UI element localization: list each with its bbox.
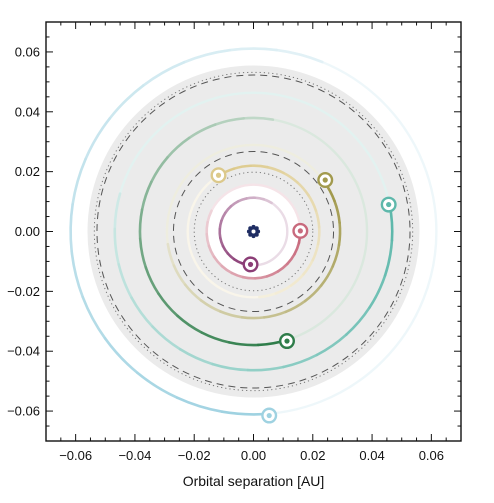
- orbit-trail-h: [175, 396, 224, 413]
- orbit-trail-b: [229, 200, 240, 208]
- orbit-trail-h: [275, 48, 324, 64]
- orbit-trail-b: [232, 257, 244, 265]
- orbit-trail-h: [141, 60, 186, 87]
- orbit-trail-b: [224, 204, 233, 215]
- orbit-trail-b: [236, 197, 248, 203]
- reference-circle-1: [193, 171, 314, 292]
- x-tick-label: 0.04: [359, 448, 384, 463]
- orbit-trail-h: [182, 48, 231, 64]
- habitable-zone-band: [87, 65, 420, 398]
- orbit-trail-h: [71, 157, 87, 206]
- x-axis-title: Orbital separation [AU]: [183, 473, 325, 489]
- orbit-trail-h: [84, 117, 111, 161]
- x-tick-label: 0.06: [419, 448, 444, 463]
- planet-c-core: [297, 228, 303, 234]
- orbit-trail-h: [108, 84, 145, 120]
- y-tick-label: 0.02: [15, 164, 40, 179]
- orbit-trail-e: [337, 221, 342, 247]
- planets-layer: [210, 167, 397, 424]
- orbit-trail-c: [241, 275, 257, 280]
- planet-e-core: [322, 177, 328, 183]
- y-tick-label: −0.04: [7, 344, 40, 359]
- orbit-trail-d: [249, 164, 269, 169]
- orbit-trail-b: [253, 196, 265, 201]
- planet-f-core: [284, 338, 290, 344]
- orbit-trail-h: [103, 337, 139, 375]
- reference-circles: [93, 71, 414, 392]
- y-tick-label: −0.02: [7, 284, 40, 299]
- star-layer: [246, 224, 261, 239]
- x-tick-label: −0.04: [118, 448, 151, 463]
- orbit-trail-h: [70, 249, 85, 299]
- orbit-trail-h: [228, 47, 278, 52]
- orbit-trail-h: [81, 295, 107, 340]
- y-tick-label: −0.06: [7, 404, 40, 419]
- orbit-trail-h: [136, 371, 179, 400]
- x-tick-label: −0.02: [178, 448, 211, 463]
- axis-ticks: −0.06 −0.04 −0.02 0.00 0.02 0.04 0.06 0.06 0.04 0…: [7, 22, 461, 463]
- orbits-layer: [69, 47, 438, 416]
- orbit-trail-b: [218, 219, 223, 231]
- orbit-trail-b: [221, 244, 230, 255]
- x-tick-label: −0.06: [59, 448, 92, 463]
- orbit-trail-c: [205, 220, 209, 236]
- star-center: [251, 229, 256, 234]
- orbit-trail-b: [220, 211, 227, 222]
- orbit-trail-b: [245, 196, 257, 200]
- planet-g-core: [386, 201, 392, 208]
- x-tick-label: 0.00: [241, 448, 266, 463]
- y-tick-label: 0.00: [15, 224, 40, 239]
- reference-circle-2: [172, 150, 335, 313]
- orbit-trail-e: [240, 315, 266, 320]
- planet-b-core: [247, 261, 254, 268]
- orbit-trail-b: [218, 227, 222, 240]
- orbit-trail-h: [69, 202, 74, 253]
- orbit-trail-c: [253, 275, 269, 280]
- zone-layer: [87, 65, 420, 398]
- orbit-trail-b: [219, 236, 225, 248]
- orbit-trail-b: [262, 197, 273, 205]
- y-tick-label: 0.06: [15, 44, 40, 59]
- orbit-trail-b: [226, 252, 236, 261]
- reference-circle-3: [96, 74, 411, 389]
- planet-d-core: [215, 172, 222, 178]
- planet-h-core: [266, 412, 272, 419]
- y-tick-label: 0.04: [15, 104, 40, 119]
- orbit-trail-d: [316, 225, 321, 246]
- reference-circle-4: [93, 71, 414, 392]
- x-tick-label: 0.02: [300, 448, 325, 463]
